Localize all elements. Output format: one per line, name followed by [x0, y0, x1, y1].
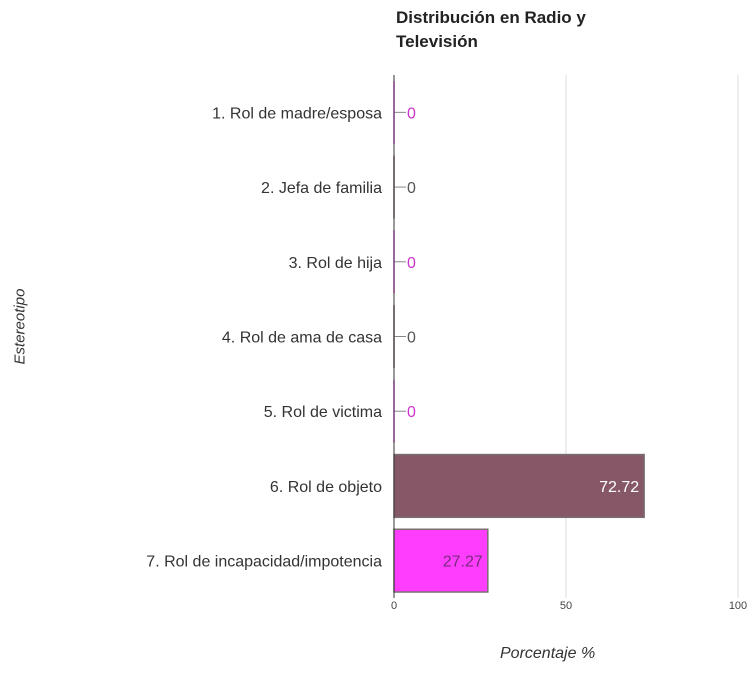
chart-title-line-2: Televisión: [396, 32, 478, 51]
category-label: 1. Rol de madre/esposa: [212, 105, 382, 122]
x-tick-label: 0: [391, 600, 397, 612]
category-label: 4. Rol de ama de casa: [222, 330, 382, 347]
x-tick-label: 100: [729, 600, 747, 612]
chart-title-line-1: Distribución en Radio y: [396, 8, 586, 27]
y-axis-label: Estereotipo: [11, 288, 29, 365]
category-label: 6. Rol de objeto: [270, 479, 382, 496]
category-label: 2. Jefa de familia: [261, 180, 382, 197]
category-label: 7. Rol de incapacidad/impotencia: [146, 554, 382, 571]
category-label: 5. Rol de victima: [264, 404, 382, 421]
data-label: 0: [407, 330, 416, 347]
data-label: 0: [407, 255, 416, 272]
chart-title: Distribución en Radio y Televisión: [396, 6, 696, 54]
bar: [393, 453, 645, 519]
x-tick-label: 50: [560, 600, 572, 612]
data-label: 27.27: [443, 554, 483, 571]
data-label: 0: [407, 404, 416, 421]
x-axis-label: Porcentaje %: [500, 645, 596, 662]
data-label: 0: [407, 180, 416, 197]
data-label: 0: [407, 105, 416, 122]
data-label: 72.72: [599, 479, 639, 496]
category-label: 3. Rol de hija: [289, 255, 382, 272]
